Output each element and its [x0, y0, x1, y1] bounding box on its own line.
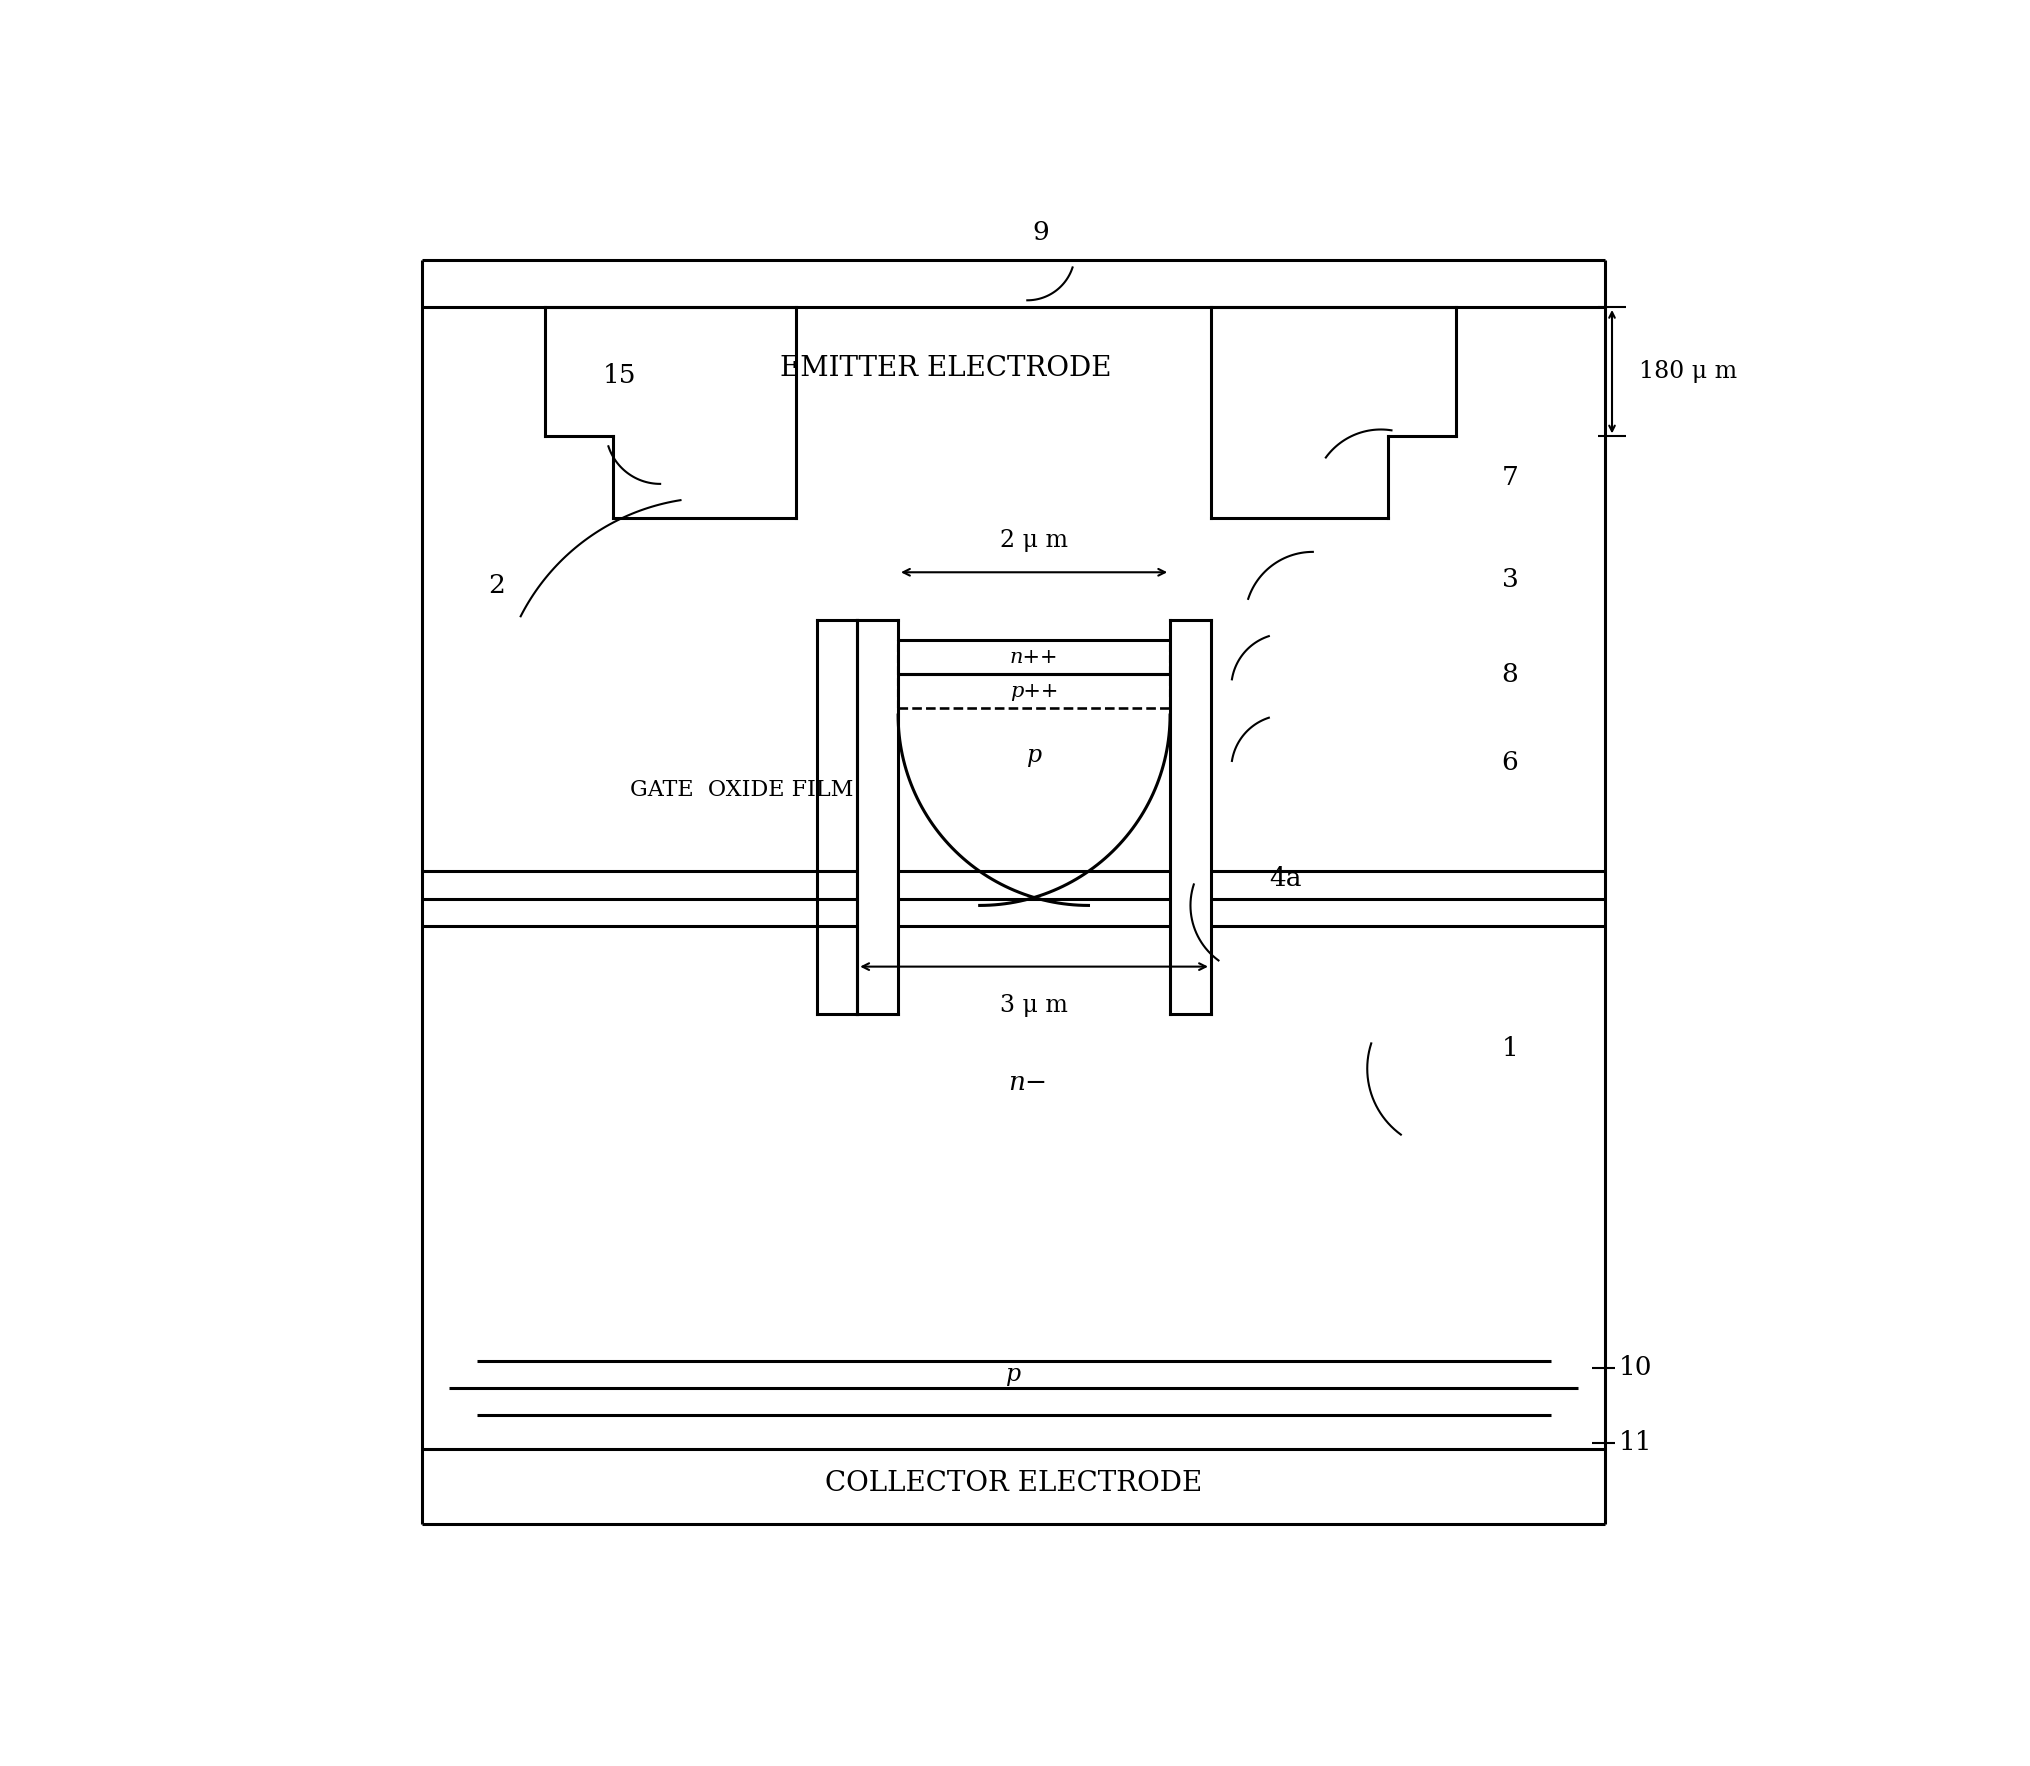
Text: 15: 15 — [603, 362, 635, 387]
Text: 6: 6 — [1500, 751, 1518, 775]
Text: n−: n− — [1007, 1070, 1045, 1095]
Text: COLLECTOR ELECTRODE: COLLECTOR ELECTRODE — [824, 1469, 1202, 1498]
Text: p: p — [1005, 1363, 1021, 1386]
Text: p: p — [1025, 743, 1041, 768]
Text: GATE  OXIDE FILM: GATE OXIDE FILM — [629, 779, 853, 800]
Text: 1: 1 — [1500, 1035, 1518, 1061]
Text: EMITTER ELECTRODE: EMITTER ELECTRODE — [780, 355, 1110, 381]
Text: 3 μ m: 3 μ m — [999, 994, 1068, 1017]
Text: 3: 3 — [1500, 567, 1518, 592]
Text: 2: 2 — [489, 574, 505, 599]
Text: 4a: 4a — [1269, 865, 1301, 890]
Text: 180 μ m: 180 μ m — [1638, 360, 1736, 383]
Text: 10: 10 — [1618, 1355, 1652, 1381]
Text: 7: 7 — [1500, 464, 1518, 489]
Text: 2 μ m: 2 μ m — [999, 528, 1068, 551]
Text: 9: 9 — [1031, 219, 1050, 245]
Text: 8: 8 — [1500, 662, 1518, 687]
Text: n++: n++ — [1009, 648, 1058, 668]
Text: p++: p++ — [1009, 682, 1058, 701]
Text: 11: 11 — [1618, 1430, 1652, 1455]
